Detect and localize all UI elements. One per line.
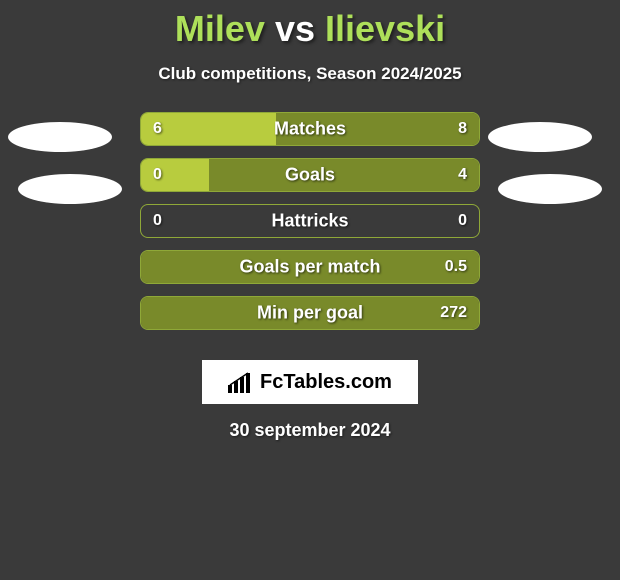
decorative-ellipse — [8, 122, 112, 152]
logo-text: FcTables.com — [260, 371, 392, 394]
stat-row: 272 Min per goal — [0, 296, 620, 342]
decorative-ellipse — [18, 174, 122, 204]
bar-container: 0 4 Goals — [140, 158, 480, 192]
bar-right — [209, 159, 479, 191]
bar-container: 0 0 Hattricks — [140, 204, 480, 238]
decorative-ellipse — [498, 174, 602, 204]
value-right: 0.5 — [445, 258, 467, 276]
date-text: 30 september 2024 — [0, 420, 620, 441]
value-left: 6 — [153, 120, 162, 138]
decorative-ellipse — [488, 122, 592, 152]
bar-container: 6 8 Matches — [140, 112, 480, 146]
bar-container: 272 Min per goal — [140, 296, 480, 330]
logo-box: FcTables.com — [202, 360, 418, 404]
value-right: 272 — [440, 304, 467, 322]
stat-label: Matches — [274, 119, 346, 140]
bars-icon — [228, 371, 254, 393]
page-title: Milev vs Ilievski — [0, 0, 620, 50]
subtitle: Club competitions, Season 2024/2025 — [0, 64, 620, 84]
logo: FcTables.com — [228, 371, 392, 394]
stat-label: Hattricks — [271, 211, 348, 232]
stat-row: 0 0 Hattricks — [0, 204, 620, 250]
value-right: 4 — [458, 166, 467, 184]
bar-left — [141, 159, 209, 191]
title-player2: Ilievski — [325, 8, 445, 49]
value-left: 0 — [153, 212, 162, 230]
value-right: 8 — [458, 120, 467, 138]
stat-label: Goals — [285, 165, 335, 186]
stat-label: Goals per match — [239, 257, 380, 278]
bar-container: 0.5 Goals per match — [140, 250, 480, 284]
title-player1: Milev — [175, 8, 265, 49]
value-left: 0 — [153, 166, 162, 184]
stat-row: 0.5 Goals per match — [0, 250, 620, 296]
value-right: 0 — [458, 212, 467, 230]
stat-label: Min per goal — [257, 303, 363, 324]
title-vs: vs — [275, 8, 315, 49]
